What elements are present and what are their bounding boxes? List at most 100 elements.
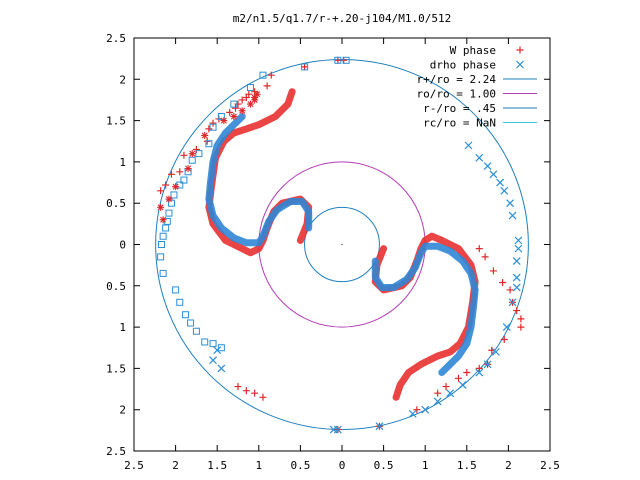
point-2-30 — [217, 344, 225, 352]
x-tick-label-0: 2.5 — [124, 459, 144, 472]
point-1-5 — [500, 186, 509, 195]
spiral-arm-3 — [371, 242, 479, 376]
point-2-7 — [209, 123, 217, 131]
axis-ticks: 2.5 2 1.5 1 0.5 0 0.5 1 1.5 2 2.52.521.510.500.511… — [106, 32, 560, 472]
point-1-9 — [514, 244, 523, 253]
point-3-8 — [230, 112, 238, 120]
point-1-14 — [502, 323, 511, 332]
radius-circle-2 — [304, 206, 380, 283]
point-0-18 — [267, 71, 275, 79]
point-0-17 — [263, 82, 271, 90]
point-3-2 — [165, 195, 173, 203]
legend-label-4: r-/ro = .45 — [423, 102, 496, 115]
point-1-6 — [506, 199, 514, 208]
point-0-28 — [513, 307, 521, 315]
point-1-19 — [446, 389, 455, 398]
point-0-13 — [238, 96, 246, 104]
point-2-4 — [246, 84, 254, 92]
point-1-0 — [464, 141, 473, 150]
y-tick-label-1: 2 — [119, 73, 126, 86]
point-2-3 — [259, 71, 267, 79]
point-2-2 — [342, 56, 350, 64]
point-1-2 — [483, 162, 492, 170]
point-3-13 — [251, 93, 259, 101]
point-1-23 — [375, 422, 384, 431]
point-2-27 — [192, 327, 200, 335]
x-tick-label-8: 1.5 — [457, 459, 477, 472]
point-2-22 — [159, 269, 167, 277]
point-0-26 — [506, 286, 514, 294]
x-tick-label-10: 2.5 — [540, 459, 560, 472]
x-tick-label-6: 0.5 — [374, 459, 394, 472]
legend-swatch-1 — [516, 60, 524, 69]
point-2-15 — [167, 199, 175, 207]
point-0-22 — [475, 245, 483, 253]
point-1-15 — [491, 347, 500, 356]
point-2-23 — [172, 286, 180, 294]
point-0-8 — [209, 119, 217, 127]
point-2-24 — [176, 298, 184, 306]
x-tick-label-7: 1 — [422, 459, 429, 472]
point-1-8 — [514, 236, 523, 245]
point-1-3 — [489, 170, 498, 179]
legend-label-3: ro/ro = 1.00 — [417, 88, 496, 101]
point-3-10 — [246, 100, 254, 108]
point-1-12 — [512, 283, 521, 292]
y-tick-label-10: 2.5 — [106, 445, 126, 458]
point-0-7 — [205, 125, 213, 133]
point-0-30 — [517, 323, 525, 331]
point-0-42 — [234, 383, 242, 391]
legend-label-5: rc/ro = NaN — [423, 117, 496, 130]
point-0-34 — [475, 364, 483, 372]
y-tick-label-5: 0 — [119, 239, 126, 252]
y-tick-label-0: 2.5 — [106, 32, 126, 45]
point-3-0 — [157, 203, 165, 211]
point-3-7 — [220, 117, 228, 125]
point-1-28 — [213, 346, 222, 355]
x-tick-label-1: 2 — [172, 459, 179, 472]
point-0-11 — [232, 104, 240, 112]
x-tick-label-3: 1 — [255, 459, 262, 472]
point-1-11 — [512, 273, 521, 282]
point-1-4 — [496, 178, 505, 187]
point-2-14 — [170, 191, 178, 199]
point-2-8 — [205, 140, 213, 148]
point-0-5 — [192, 146, 200, 154]
point-0-37 — [442, 383, 450, 391]
point-1-13 — [508, 298, 517, 307]
y-tick-label-4: 0.5 — [106, 197, 126, 210]
legend-label-0: W phase — [450, 44, 496, 57]
point-1-7 — [508, 211, 517, 220]
point-1-26 — [209, 356, 217, 365]
point-0-2 — [167, 170, 175, 178]
point-2-9 — [195, 150, 203, 158]
point-1-25 — [329, 425, 338, 434]
point-1-27 — [217, 364, 226, 373]
legend-label-2: r+/ro = 2.24 — [417, 73, 497, 86]
point-0-44 — [251, 389, 259, 397]
point-2-12 — [180, 176, 188, 184]
x-tick-label-2: 1.5 — [207, 459, 227, 472]
point-0-24 — [489, 267, 497, 275]
point-3-5 — [188, 150, 196, 158]
point-1-18 — [458, 380, 467, 389]
point-0-35 — [463, 369, 471, 377]
point-0-10 — [226, 108, 234, 116]
point-0-9 — [215, 115, 223, 123]
point-1-16 — [483, 360, 492, 369]
point-0-25 — [499, 278, 507, 286]
origin-dot — [341, 243, 343, 246]
point-0-38 — [434, 389, 442, 397]
point-2-10 — [188, 156, 196, 164]
y-tick-label-7: 1 — [119, 321, 126, 334]
point-0-43 — [242, 387, 250, 395]
x-tick-label-4: 0.5 — [290, 459, 310, 472]
y-tick-label-8: 1.5 — [106, 362, 126, 375]
point-0-0 — [157, 187, 165, 195]
point-0-6 — [203, 137, 211, 145]
spiral-arm-2 — [205, 113, 313, 247]
point-3-9 — [238, 107, 246, 115]
point-0-1 — [162, 181, 170, 189]
point-1-21 — [421, 405, 430, 414]
point-3-12 — [253, 90, 261, 98]
